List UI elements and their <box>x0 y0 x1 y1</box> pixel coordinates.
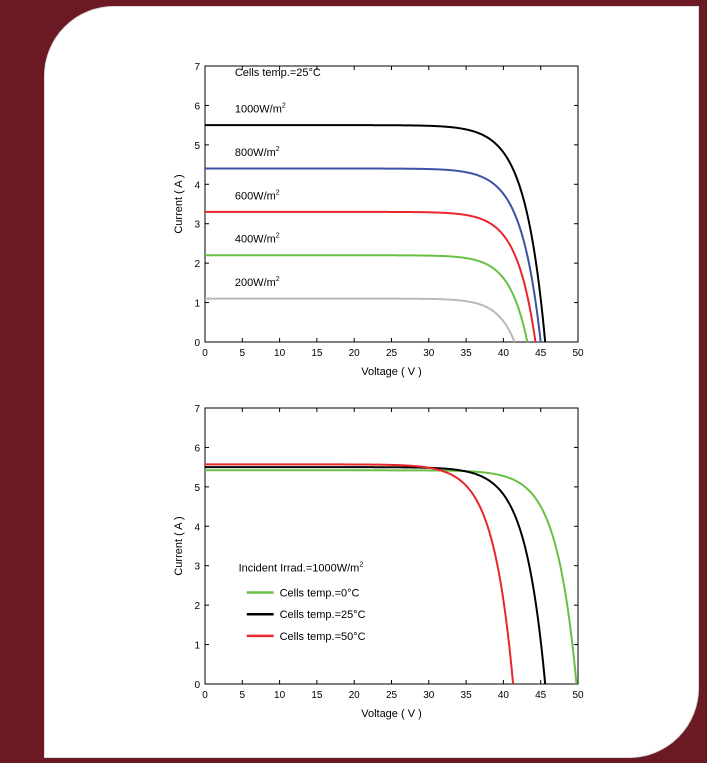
chart1-series-label: 200W/m2 <box>235 276 280 289</box>
chart2-y-tick-label: 3 <box>194 562 200 573</box>
chart1-annotation: Cells temp.=25°C <box>235 67 321 79</box>
chart1-x-tick-label: 35 <box>461 348 473 359</box>
chart1-y-tick-label: 1 <box>194 299 200 310</box>
chart1-x-tick-label: 25 <box>386 348 398 359</box>
chart1-series-line <box>204 297 516 343</box>
chart2-y-tick-label: 2 <box>194 601 200 612</box>
chart1-y-tick-label: 3 <box>194 220 200 231</box>
chart2-x-tick-label: 15 <box>311 690 323 701</box>
chart2-x-tick-label: 45 <box>535 690 547 701</box>
chart1-series-label: 400W/m2 <box>235 233 280 246</box>
chart2-y-tick-label: 6 <box>194 443 200 454</box>
chart1-y-axis-label: Current ( A ) <box>173 174 185 233</box>
chart2-x-tick-label: 35 <box>461 690 473 701</box>
chart2-y-tick-label: 7 <box>194 404 200 415</box>
chart2-y-tick-label: 0 <box>194 680 200 691</box>
chart1-x-tick-label: 20 <box>349 348 361 359</box>
chart1-series-label: 600W/m2 <box>235 189 280 202</box>
chart2-x-tick-label: 0 <box>202 690 208 701</box>
chart2-y-tick-label: 4 <box>194 522 200 533</box>
chart2-x-axis-label: Voltage ( V ) <box>361 708 422 720</box>
chart2-x-tick-label: 30 <box>423 690 435 701</box>
chart2-series-line <box>204 463 515 685</box>
chart2-legend-label: Cells temp.=50°C <box>280 631 366 643</box>
chart1-y-tick-label: 5 <box>194 141 200 152</box>
chart2-x-tick-label: 5 <box>240 690 246 701</box>
chart1-series-line <box>204 254 529 343</box>
chart1-x-tick-label: 45 <box>535 348 547 359</box>
chart1-x-axis-label: Voltage ( V ) <box>361 366 422 378</box>
chart1-series-line <box>204 210 537 343</box>
chart1-series-line <box>204 167 542 343</box>
chart2-x-tick-label: 50 <box>572 690 584 701</box>
chart2-annotation: Incident Irrad.=1000W/m2 <box>239 562 364 575</box>
chart1-x-tick-label: 5 <box>240 348 246 359</box>
chart1-y-tick-label: 4 <box>194 180 200 191</box>
chart1-x-tick-label: 40 <box>498 348 510 359</box>
chart1-series-line <box>204 124 547 343</box>
chart2-series-line <box>204 466 547 685</box>
chart2-y-axis-label: Current ( A ) <box>173 516 185 575</box>
chart2-y-tick-label: 1 <box>194 641 200 652</box>
chart2-x-tick-label: 20 <box>349 690 361 701</box>
chart1-y-tick-label: 7 <box>194 62 200 73</box>
chart2-y-tick-label: 5 <box>194 483 200 494</box>
chart2-series-line <box>204 469 578 685</box>
chart1-x-tick-label: 50 <box>572 348 584 359</box>
chart1-series-label: 800W/m2 <box>235 146 280 159</box>
chart1-x-tick-label: 10 <box>274 348 286 359</box>
chart2-legend-label: Cells temp.=25°C <box>280 609 366 621</box>
chart1-x-tick-label: 15 <box>311 348 323 359</box>
chart2-x-tick-label: 10 <box>274 690 286 701</box>
chart1-x-tick-label: 30 <box>423 348 435 359</box>
chart2-x-tick-label: 40 <box>498 690 510 701</box>
chart2-x-tick-label: 25 <box>386 690 398 701</box>
chart1-series-label: 1000W/m2 <box>235 103 286 116</box>
chart1-y-tick-label: 6 <box>194 101 200 112</box>
chart1-x-tick-label: 0 <box>202 348 208 359</box>
chart2-plot-frame <box>204 407 579 685</box>
content-card <box>44 6 699 758</box>
chart2-legend-label: Cells temp.=0°C <box>280 588 360 600</box>
chart1-y-tick-label: 0 <box>194 338 200 349</box>
chart1-y-tick-label: 2 <box>194 259 200 270</box>
